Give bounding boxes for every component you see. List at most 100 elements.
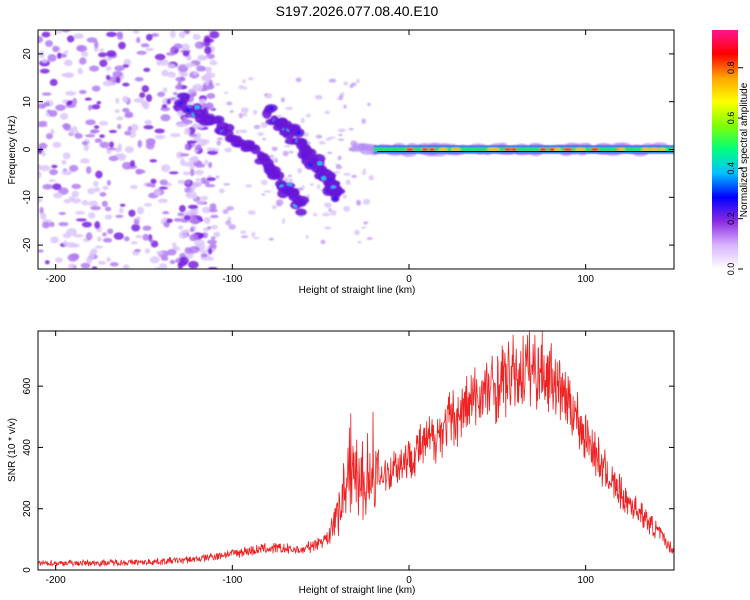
noise-blob bbox=[328, 78, 337, 83]
noise-blob bbox=[63, 198, 71, 204]
noise-blob bbox=[59, 113, 69, 120]
noise-blob bbox=[106, 149, 112, 154]
noise-blob bbox=[117, 32, 124, 40]
noise-blob bbox=[47, 54, 57, 62]
noise-blob bbox=[161, 69, 170, 77]
noise-blob bbox=[159, 179, 168, 186]
noise-blob bbox=[74, 133, 83, 139]
noise-blob bbox=[325, 137, 332, 141]
streak-blob bbox=[179, 93, 190, 104]
noise-blob bbox=[48, 109, 58, 117]
x-tick-label: 0 bbox=[406, 575, 412, 586]
noise-blob bbox=[167, 63, 176, 69]
noise-blob bbox=[127, 164, 138, 170]
noise-blob bbox=[141, 85, 150, 93]
noise-blob bbox=[115, 97, 120, 104]
snr-x-label: Height of straight line (km) bbox=[299, 585, 416, 596]
noise-blob bbox=[43, 101, 50, 107]
noise-blob bbox=[124, 130, 132, 136]
streak-core bbox=[185, 108, 191, 113]
colorbar: 0.0 0.2 0.4 0.6 0.8 Normalized spectral ampl… bbox=[712, 30, 750, 275]
noise-blob bbox=[245, 184, 253, 188]
noise-blob bbox=[98, 121, 109, 126]
noise-blob bbox=[263, 190, 272, 193]
noise-blob bbox=[207, 226, 212, 230]
noise-blob bbox=[176, 122, 187, 128]
y-tick-label: 20 bbox=[22, 48, 33, 60]
noise-blob bbox=[150, 183, 156, 188]
noise-blob bbox=[303, 132, 309, 137]
noise-blob bbox=[44, 260, 50, 265]
noise-blob bbox=[40, 212, 47, 220]
noise-blob bbox=[94, 221, 101, 229]
noise-blob bbox=[146, 138, 156, 146]
snr-y-label: SNR (10 * v/v) bbox=[7, 418, 18, 482]
noise-blob bbox=[80, 262, 91, 269]
noise-blob bbox=[124, 111, 133, 117]
noise-blob bbox=[160, 256, 169, 261]
noise-blob bbox=[84, 97, 92, 101]
noise-blob bbox=[280, 97, 285, 103]
noise-blob bbox=[62, 123, 71, 129]
noise-blob bbox=[99, 191, 107, 197]
noise-blob bbox=[242, 79, 246, 84]
noise-blob bbox=[99, 134, 105, 139]
noise-blob bbox=[93, 125, 100, 129]
noise-blob bbox=[261, 193, 266, 196]
noise-blob bbox=[177, 110, 184, 117]
noise-blob bbox=[119, 203, 126, 207]
noise-blob bbox=[343, 172, 351, 176]
colorbar-tick-label: 0.0 bbox=[726, 263, 736, 276]
noise-blob bbox=[38, 123, 48, 127]
noise-blob bbox=[91, 104, 101, 110]
noise-blob bbox=[343, 81, 348, 86]
noise-blob bbox=[135, 235, 143, 239]
noise-blob bbox=[282, 218, 286, 224]
y-tick-label: 10 bbox=[22, 96, 33, 108]
noise-blob bbox=[81, 221, 92, 228]
noise-blob bbox=[143, 203, 153, 207]
x-tick-label: -100 bbox=[222, 274, 242, 285]
noise-blob bbox=[48, 179, 56, 183]
noise-blob bbox=[61, 30, 71, 33]
noise-blob bbox=[154, 128, 165, 134]
noise-blob bbox=[343, 206, 351, 212]
noise-blob bbox=[58, 211, 67, 216]
noise-blob bbox=[107, 228, 114, 235]
noise-blob bbox=[260, 179, 268, 186]
noise-blob bbox=[142, 233, 150, 241]
noise-blob bbox=[88, 200, 99, 207]
noise-blob bbox=[116, 116, 124, 121]
noise-blob bbox=[95, 170, 103, 179]
noise-blob bbox=[87, 187, 96, 195]
noise-blob bbox=[127, 126, 133, 132]
streak-blob bbox=[212, 115, 225, 125]
noise-blob bbox=[57, 52, 62, 59]
noise-blob bbox=[337, 155, 342, 161]
noise-blob bbox=[288, 151, 294, 154]
noise-blob bbox=[177, 262, 184, 269]
noise-blob bbox=[38, 171, 42, 179]
noise-blob bbox=[180, 158, 186, 166]
noise-blob bbox=[177, 179, 186, 185]
noise-blob bbox=[132, 30, 140, 34]
noise-blob bbox=[180, 72, 188, 77]
line-peak bbox=[438, 147, 448, 152]
noise-blob bbox=[66, 101, 73, 106]
noise-blob bbox=[85, 134, 96, 138]
noise-blob bbox=[133, 97, 145, 103]
noise-blob bbox=[324, 110, 330, 115]
colorbar-tick-label: 0.8 bbox=[726, 61, 736, 74]
noise-blob bbox=[118, 41, 126, 50]
noise-blob bbox=[94, 40, 99, 49]
noise-blob bbox=[224, 147, 232, 153]
noise-blob bbox=[122, 264, 130, 269]
noise-blob bbox=[336, 97, 340, 101]
noise-blob bbox=[106, 179, 111, 186]
noise-blob bbox=[189, 168, 195, 177]
y-tick-label: 0 bbox=[22, 567, 33, 573]
noise-blob bbox=[253, 124, 261, 130]
noise-blob bbox=[166, 98, 172, 105]
noise-blob bbox=[94, 138, 103, 143]
noise-blob bbox=[190, 219, 201, 225]
